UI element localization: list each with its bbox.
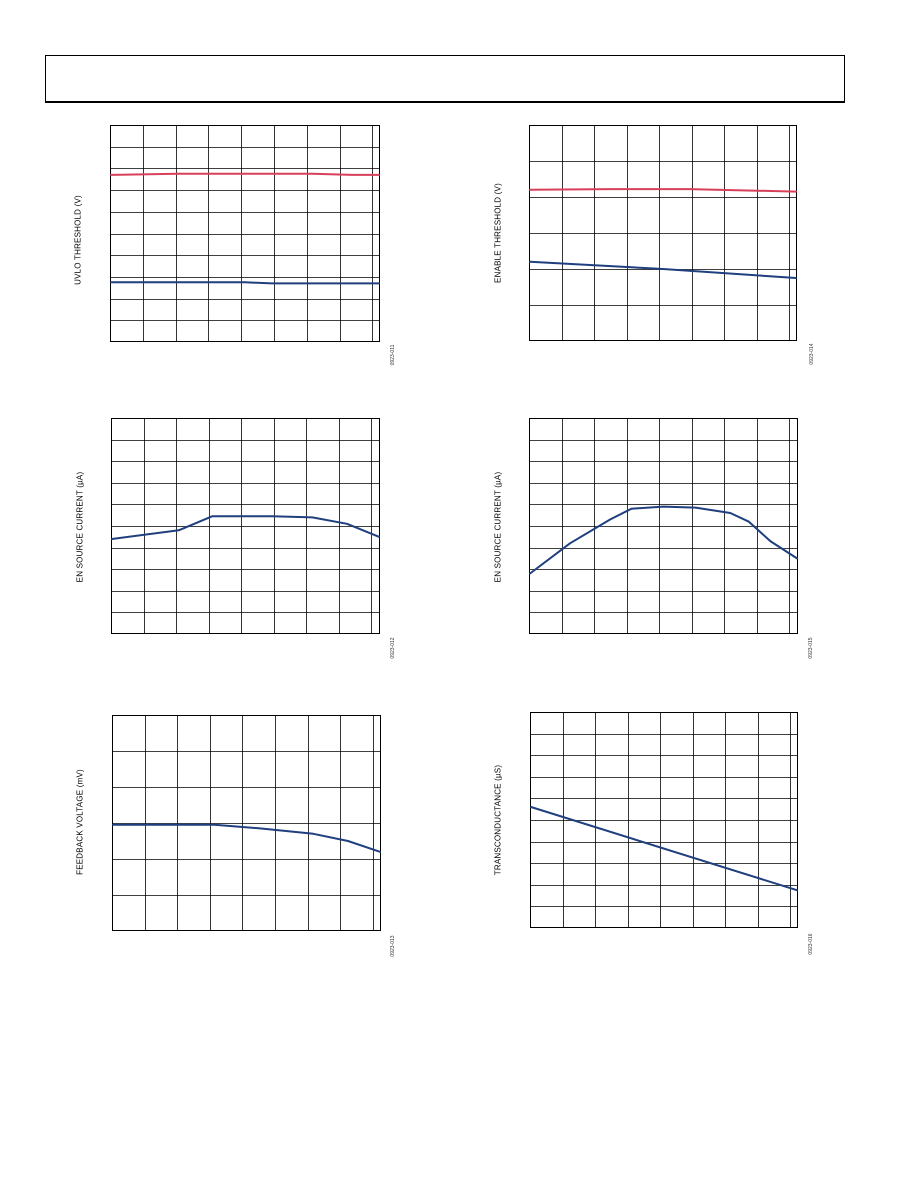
blue-series-line xyxy=(111,515,380,540)
y-axis-label: TRANSCONDUCTANCE (µS) xyxy=(493,764,503,876)
en-source-current-chart xyxy=(529,418,798,634)
transconductance-chart xyxy=(530,712,798,928)
figure-id: 0923-011 xyxy=(390,344,396,366)
plot-frame xyxy=(530,712,798,928)
figure-id: 0923-016 xyxy=(808,933,814,955)
y-axis-label: UVLO THRESHOLD (V) xyxy=(73,195,83,285)
y-axis-label: FEEDBACK VOLTAGE (mV) xyxy=(75,769,85,875)
blue-series-line xyxy=(529,505,798,575)
y-axis-label: ENABLE THRESHOLD (V) xyxy=(493,183,503,283)
plot-frame xyxy=(529,125,797,341)
plot-frame xyxy=(529,418,798,634)
figure-id: 0923-012 xyxy=(390,637,396,659)
blue-series-line xyxy=(112,823,381,853)
enable-threshold-chart xyxy=(529,125,797,341)
figure-id: 0923-015 xyxy=(808,637,814,659)
page-header xyxy=(45,55,845,103)
red-series-line xyxy=(110,172,380,176)
y-axis-label: EN SOURCE CURRENT (µA) xyxy=(493,471,503,583)
y-axis-label: EN SOURCE CURRENT (µA) xyxy=(75,471,85,583)
uvlo-threshold-chart xyxy=(110,125,380,342)
figure-id: 0923-014 xyxy=(809,343,815,365)
figure-id: 0923-013 xyxy=(390,935,396,957)
blue-series-line xyxy=(110,281,380,285)
en-source-current-chart xyxy=(111,418,380,634)
plot-frame xyxy=(111,418,380,634)
plot-frame xyxy=(112,715,381,931)
red-series-line xyxy=(529,188,797,193)
feedback-voltage-chart xyxy=(112,715,381,931)
blue-series-line xyxy=(529,260,797,279)
plot-frame xyxy=(110,125,380,342)
blue-series-line xyxy=(530,806,798,892)
